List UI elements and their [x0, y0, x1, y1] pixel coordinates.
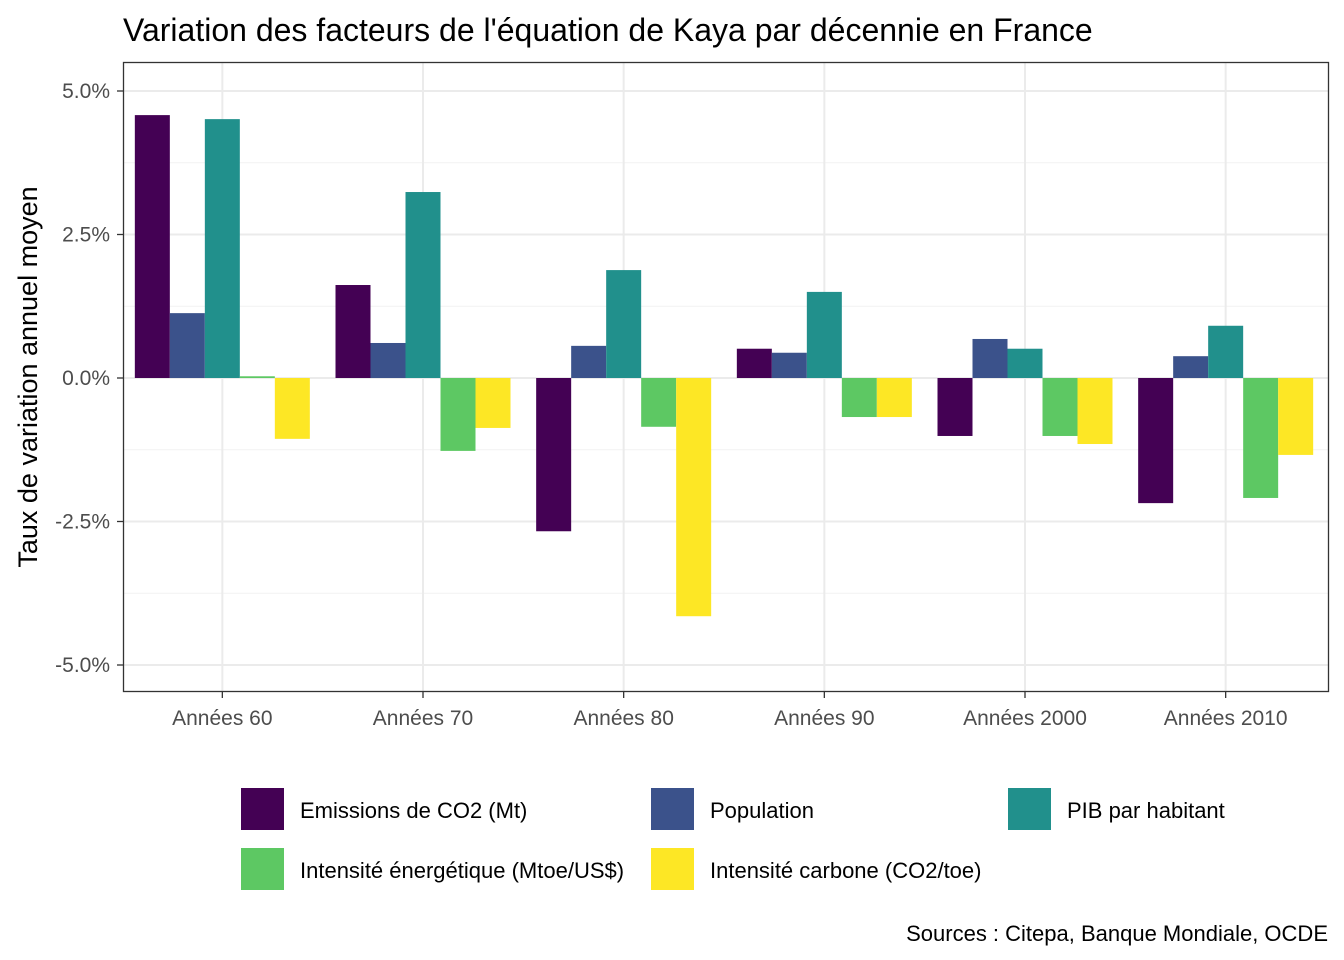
legend-label: PIB par habitant: [1067, 798, 1225, 823]
bar: [335, 285, 371, 378]
legend-label: Intensité carbone (CO2/toe): [710, 858, 981, 883]
bar: [876, 378, 912, 418]
bar: [1208, 325, 1244, 378]
bar: [1077, 378, 1113, 445]
bar: [806, 291, 842, 378]
legend-item: PIB par habitant: [1008, 788, 1225, 830]
x-tick-label: Années 2010: [1164, 707, 1288, 730]
legend-item: Intensité énergétique (Mtoe/US$): [241, 848, 624, 890]
bar: [204, 119, 240, 378]
bar: [606, 270, 642, 378]
y-tick-label: -2.5%: [55, 511, 110, 534]
grid: [124, 63, 1328, 691]
chart-title: Variation des facteurs de l'équation de …: [123, 12, 1093, 48]
legend-swatch: [1008, 788, 1051, 830]
axes: 5.0% 2.5% 0.0% -2.5% -5.0% Années 60 Années 70…: [55, 80, 1287, 730]
x-tick-label: Années 2000: [963, 707, 1087, 730]
legend-item: Intensité carbone (CO2/toe): [651, 848, 981, 890]
legend-swatch: [241, 848, 284, 890]
legend-swatch: [651, 848, 694, 890]
bars: [134, 115, 1314, 617]
bar: [536, 378, 572, 532]
bar: [641, 378, 677, 427]
bar: [405, 192, 441, 378]
bar: [370, 342, 406, 378]
bar: [239, 376, 275, 378]
bar: [676, 378, 712, 617]
bar: [571, 345, 607, 378]
legend-item: Population: [651, 788, 814, 830]
bar: [736, 348, 772, 378]
legend-item: Emissions de CO2 (Mt): [241, 788, 527, 830]
y-axis-label: Taux de variation annuel moyen: [13, 186, 43, 567]
bar: [134, 115, 170, 378]
legend-swatch: [651, 788, 694, 830]
bar: [841, 378, 877, 418]
y-tick-label: 5.0%: [62, 80, 110, 103]
bar: [440, 378, 476, 451]
plot-panel-border: [122, 61, 1330, 693]
legend-label: Emissions de CO2 (Mt): [300, 798, 527, 823]
legend-swatch: [241, 788, 284, 830]
bar: [1173, 356, 1209, 378]
y-tick-label: 2.5%: [62, 224, 110, 247]
x-tick-label: Années 70: [373, 707, 473, 730]
x-tick-label: Années 80: [573, 707, 673, 730]
bar: [475, 378, 511, 428]
bar: [169, 313, 205, 378]
bar: [1007, 348, 1043, 378]
bar: [1243, 378, 1279, 498]
bar: [1042, 378, 1078, 436]
bar: [937, 378, 973, 436]
x-tick-label: Années 90: [774, 707, 874, 730]
caption: Sources : Citepa, Banque Mondiale, OCDE: [906, 921, 1328, 946]
y-tick-label: 0.0%: [62, 367, 110, 390]
legend: Emissions de CO2 (Mt) Population PIB par h…: [241, 788, 1225, 890]
x-tick-label: Années 60: [172, 707, 272, 730]
bar: [972, 338, 1008, 378]
bar: [1278, 378, 1314, 455]
y-tick-label: -5.0%: [55, 654, 110, 677]
bar: [771, 352, 807, 378]
legend-label: Population: [710, 798, 814, 823]
bar: [1138, 378, 1174, 504]
bar: [274, 378, 310, 439]
legend-label: Intensité énergétique (Mtoe/US$): [300, 858, 624, 883]
